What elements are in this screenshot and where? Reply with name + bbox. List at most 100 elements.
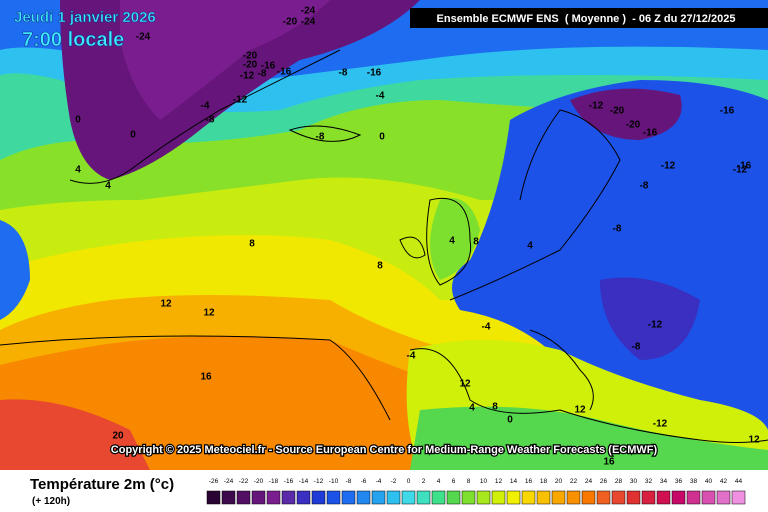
contour-label: 12 (203, 308, 215, 319)
contour-label: -12 (648, 320, 663, 331)
coastlines (0, 49, 768, 443)
scale-swatch (551, 490, 566, 505)
scale-label: 24 (585, 478, 593, 485)
scale-swatch (716, 490, 731, 505)
scale-swatch (626, 490, 641, 505)
scale-swatch (671, 490, 686, 505)
scale-swatch (731, 490, 746, 505)
contour-label: -16 (261, 61, 276, 72)
scale-label: 10 (480, 478, 488, 485)
scale-swatch (431, 490, 446, 505)
contour-label: -4 (201, 101, 210, 112)
scale-label: 36 (675, 478, 683, 485)
scale-swatch (611, 490, 626, 505)
scale-swatch (386, 490, 401, 505)
coastline (409, 348, 768, 443)
scale-swatch (491, 490, 506, 505)
model-info: Ensemble ECMWF ENS ( Moyenne ) - 06 Z du… (437, 13, 736, 25)
map: -24-20 -24-24-20-20 -16-12 -16-8-12-4-8 -160… (0, 0, 768, 470)
contour-label: 12 (748, 435, 760, 446)
contour-label: -24 (301, 6, 316, 17)
coastline (69, 49, 341, 184)
contour-label: -16 (277, 67, 292, 78)
contour-label: -20 (243, 51, 258, 62)
scale-swatch (581, 490, 596, 505)
scale-label: 28 (615, 478, 623, 485)
contour-label: -12 (661, 161, 676, 172)
contour-label: -4 (376, 91, 385, 102)
scale-swatch (251, 490, 266, 505)
contour-label: 8 (377, 261, 383, 272)
contour-label: 4 (527, 241, 533, 252)
contour-label: -20 (610, 106, 625, 117)
isotherm (0, 335, 391, 421)
footer-subtitle: (+ 120h) (32, 496, 70, 507)
scale-label: 8 (467, 478, 471, 485)
scale-swatch (236, 490, 251, 505)
scale-label: -12 (314, 478, 324, 485)
scale-label: -22 (239, 478, 249, 485)
scale-swatch (596, 490, 611, 505)
contour-label: -12 (240, 71, 255, 82)
color-scale: -26 -24 -22 -20 -18 -16 -14 -12 -10 -8 -6 -4 -2 0 2 4 6 8… (206, 478, 746, 505)
scale-swatch (686, 490, 701, 505)
region (0, 399, 150, 470)
contour-label: 8 (473, 237, 479, 248)
scale-label: -10 (329, 478, 339, 485)
contour-label: 20 (112, 431, 124, 442)
scale-label: 30 (630, 478, 638, 485)
contour-label: -8 (258, 69, 267, 80)
scale-swatch (521, 490, 536, 505)
footer-title: Température 2m (°c) (30, 476, 174, 493)
contour-label: -12 (733, 165, 748, 176)
scale-label: 4 (437, 478, 441, 485)
scale-label: 16 (525, 478, 533, 485)
europe (452, 80, 768, 440)
contour-label: -16 (720, 106, 735, 117)
north-africa (410, 406, 768, 470)
contour-label: -8 (640, 181, 649, 192)
forecast-date: Jeudi 1 janvier 2026 (14, 9, 156, 26)
scale-label: 6 (452, 478, 456, 485)
contour-label: -4 (482, 322, 491, 333)
scale-label: 18 (540, 478, 548, 485)
contour-label: 16 (603, 457, 615, 468)
scale-label: 20 (555, 478, 563, 485)
scale-swatch (446, 490, 461, 505)
contour-label: 16 (200, 372, 212, 383)
scale-swatch (311, 490, 326, 505)
contour-label: 12 (574, 405, 586, 416)
contour-label: -8 (632, 342, 641, 353)
scale-label: -8 (346, 478, 352, 485)
scale-label: 38 (690, 478, 698, 485)
scale-label: 32 (645, 478, 653, 485)
scale-label: -26 (209, 478, 219, 485)
contour-label: -8 (613, 224, 622, 235)
scale-label: -16 (284, 478, 294, 485)
scale-swatch (536, 490, 551, 505)
copyright: Copyright © 2025 Meteociel.fr - Source E… (111, 444, 658, 456)
scale-swatch (461, 490, 476, 505)
coastline (288, 125, 362, 142)
scale-swatch (476, 490, 491, 505)
coastline (529, 329, 594, 411)
scale-label: -4 (376, 478, 382, 485)
scale-swatch (341, 490, 356, 505)
scale-label: 12 (495, 478, 503, 485)
scandinavia (570, 88, 682, 140)
contour-label: 4 (449, 236, 455, 247)
scale-label: -20 (254, 478, 264, 485)
forecast-time: 7:00 locale (22, 29, 124, 51)
contour-label: 0 (507, 415, 513, 426)
scale-label: -24 (224, 478, 234, 485)
contour-label: -12 (589, 101, 604, 112)
contour-label: 12 (160, 299, 172, 310)
scale-swatch (566, 490, 581, 505)
contour-label: 0 (379, 132, 385, 143)
contour-labels: -24-20 -24-24-20-20 -16-12 -16-8-12-4-8 -160… (75, 6, 760, 468)
scale-swatch (266, 490, 281, 505)
contour-label: -20 (283, 17, 298, 28)
contour-label: -8 (316, 132, 325, 143)
coastline (399, 236, 426, 259)
